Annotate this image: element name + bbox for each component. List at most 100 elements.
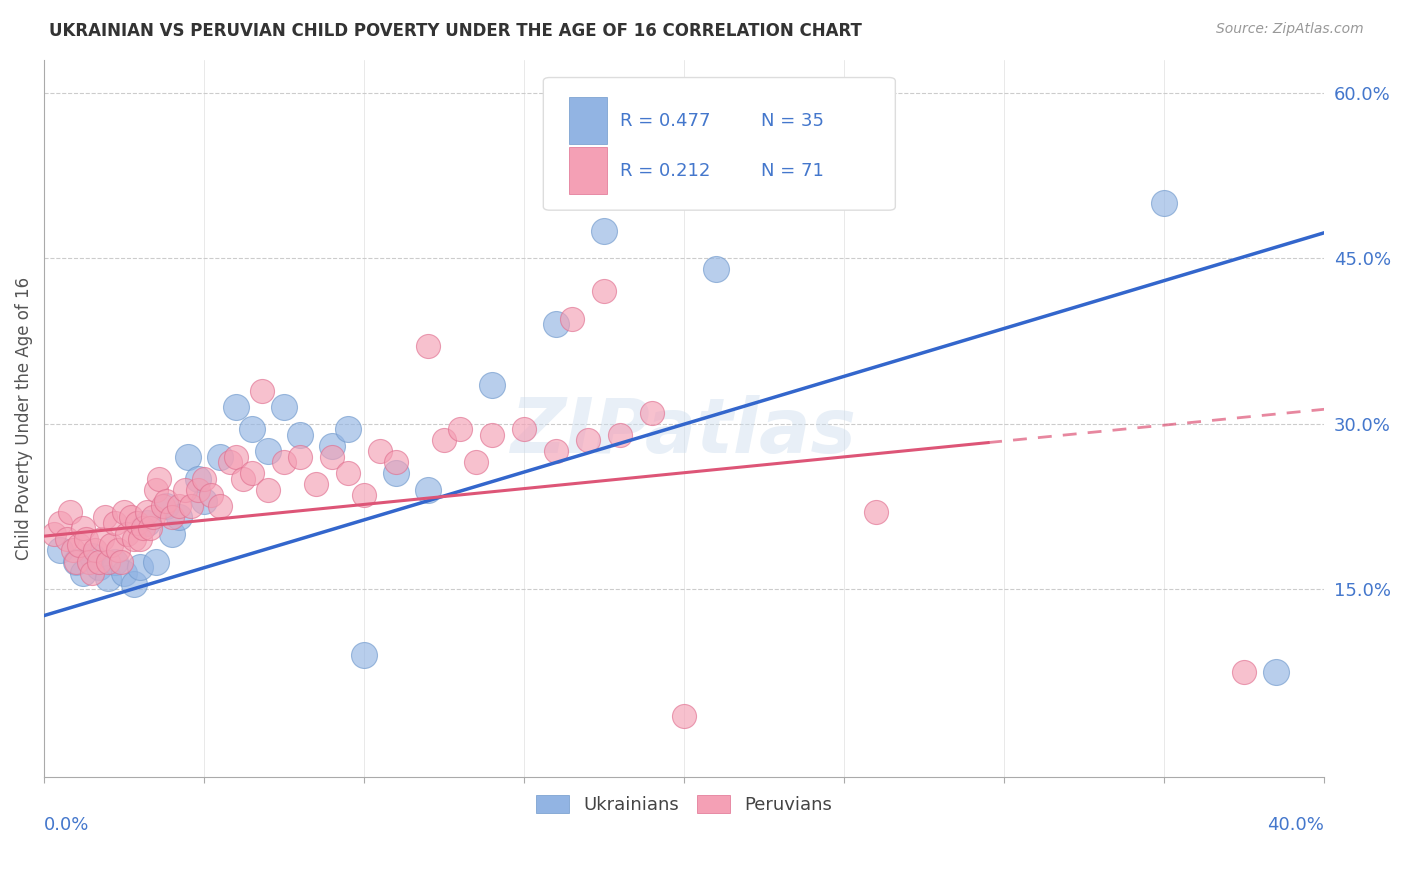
Point [225, 450, 247, 464]
Point [209, 500, 232, 514]
Point [110, 555, 132, 569]
Point [148, 472, 170, 486]
Point [321, 450, 343, 464]
Point [337, 422, 360, 436]
Point [218, 455, 240, 469]
Point [87, 560, 110, 574]
Point [193, 472, 215, 486]
Point [90, 533, 112, 547]
Point [167, 500, 190, 514]
Point [1233, 665, 1256, 679]
Point [321, 439, 343, 453]
Point [132, 521, 155, 535]
Point [240, 422, 263, 436]
Point [416, 483, 439, 497]
Point [155, 500, 177, 514]
Point [187, 472, 209, 486]
Point [513, 422, 536, 436]
Point [193, 493, 215, 508]
Point [177, 450, 200, 464]
Y-axis label: Child Poverty Under the Age of 16: Child Poverty Under the Age of 16 [15, 277, 32, 559]
Point [561, 311, 583, 326]
Text: UKRAINIAN VS PERUVIAN CHILD POVERTY UNDER THE AGE OF 16 CORRELATION CHART: UKRAINIAN VS PERUVIAN CHILD POVERTY UNDE… [49, 22, 862, 40]
Point [122, 576, 145, 591]
Point [167, 510, 190, 524]
Point [112, 505, 135, 519]
Point [107, 543, 129, 558]
Point [865, 505, 887, 519]
Text: N = 35: N = 35 [761, 112, 824, 129]
Text: Source: ZipAtlas.com: Source: ZipAtlas.com [1216, 22, 1364, 37]
Point [180, 500, 202, 514]
Point [416, 339, 439, 353]
Point [353, 488, 375, 502]
Point [59, 505, 82, 519]
Point [673, 709, 696, 723]
Point [641, 406, 664, 420]
Point [117, 527, 139, 541]
Point [353, 648, 375, 663]
Point [72, 521, 94, 535]
Point [231, 472, 253, 486]
Text: 0.0%: 0.0% [44, 816, 90, 834]
Point [385, 455, 408, 469]
Text: R = 0.212: R = 0.212 [620, 161, 710, 180]
Point [100, 538, 122, 552]
Text: R = 0.477: R = 0.477 [620, 112, 710, 129]
Point [209, 450, 232, 464]
Point [142, 510, 165, 524]
Point [135, 505, 157, 519]
Point [55, 533, 77, 547]
FancyBboxPatch shape [569, 97, 607, 144]
Point [546, 318, 568, 332]
Point [82, 566, 104, 580]
Point [129, 533, 152, 547]
Text: ZIPatlas: ZIPatlas [512, 395, 858, 469]
Point [465, 455, 488, 469]
Point [75, 533, 97, 547]
Point [65, 555, 87, 569]
Point [1265, 665, 1288, 679]
Point [125, 516, 148, 530]
Point [593, 224, 616, 238]
Point [225, 400, 247, 414]
Point [593, 285, 616, 299]
Point [704, 262, 727, 277]
Point [155, 493, 177, 508]
Point [160, 527, 183, 541]
Point [576, 433, 599, 447]
Point [385, 467, 408, 481]
Point [120, 510, 142, 524]
Point [49, 543, 72, 558]
Point [288, 427, 311, 442]
Point [250, 384, 273, 398]
Point [97, 571, 120, 585]
FancyBboxPatch shape [543, 78, 896, 211]
FancyBboxPatch shape [569, 147, 607, 194]
Point [152, 500, 174, 514]
Point [103, 516, 125, 530]
Point [145, 555, 167, 569]
Point [337, 467, 360, 481]
Point [112, 566, 135, 580]
Point [240, 467, 263, 481]
Point [433, 433, 456, 447]
Point [135, 516, 157, 530]
Point [129, 560, 152, 574]
Point [82, 549, 104, 563]
Point [1153, 196, 1175, 211]
Point [305, 477, 328, 491]
Point [49, 516, 72, 530]
Point [187, 483, 209, 497]
Point [42, 527, 65, 541]
Point [145, 483, 167, 497]
Text: 40.0%: 40.0% [1267, 816, 1324, 834]
Point [67, 538, 90, 552]
Point [87, 555, 110, 569]
Point [609, 427, 631, 442]
Point [122, 533, 145, 547]
Point [449, 422, 471, 436]
Legend: Ukrainians, Peruvians: Ukrainians, Peruvians [529, 788, 839, 822]
Point [160, 510, 183, 524]
Point [257, 483, 280, 497]
